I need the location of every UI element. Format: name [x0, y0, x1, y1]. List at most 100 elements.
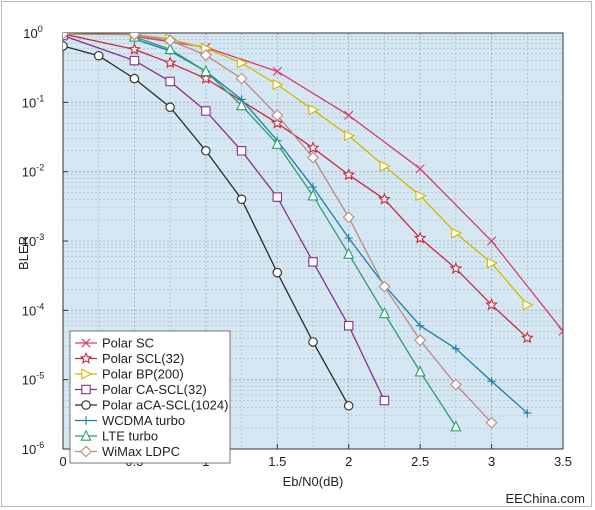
series-lte-turbo	[128, 33, 462, 432]
data-point	[343, 401, 354, 411]
data-point	[378, 307, 391, 319]
series-polar-ca-scl-32-	[63, 33, 390, 406]
data-point	[93, 50, 104, 61]
legend-marker	[80, 445, 92, 458]
legend-label: LTE turbo	[102, 429, 158, 444]
data-point	[307, 189, 319, 201]
legend-label: Polar BP(200)	[102, 367, 184, 382]
x-tick-label: 1.5	[268, 454, 286, 469]
series-line	[134, 36, 457, 428]
data-point	[201, 106, 211, 116]
data-point	[163, 56, 177, 69]
data-point	[63, 33, 69, 40]
data-point	[343, 320, 354, 331]
data-point	[308, 104, 320, 116]
data-point	[165, 102, 175, 112]
data-point	[236, 146, 247, 156]
data-point	[522, 299, 534, 311]
data-point	[415, 321, 425, 330]
data-point	[485, 416, 498, 429]
data-point	[272, 66, 282, 76]
data-point	[342, 211, 355, 224]
legend-marker	[81, 368, 93, 380]
x-tick-label: 0	[59, 454, 66, 469]
y-tick-label: 100	[23, 24, 42, 41]
data-point	[235, 72, 248, 85]
legend-marker	[79, 351, 93, 364]
data-point	[63, 41, 68, 51]
data-point	[414, 365, 426, 377]
data-point	[415, 164, 425, 174]
data-point	[486, 236, 497, 246]
legend-label: Polar SCL(32)	[102, 351, 184, 366]
data-point	[344, 233, 353, 243]
data-point	[449, 261, 463, 274]
x-tick-label: 3.5	[554, 454, 572, 469]
data-point	[343, 247, 355, 259]
data-point	[272, 192, 283, 202]
legend-label: Polar SC	[102, 336, 154, 351]
data-point	[485, 298, 498, 311]
series-line	[63, 33, 528, 339]
data-point	[523, 408, 532, 418]
data-point	[558, 326, 563, 336]
data-point	[379, 395, 390, 406]
data-point	[165, 76, 175, 87]
data-point	[164, 42, 176, 55]
data-point	[378, 280, 391, 293]
grid	[63, 33, 563, 449]
legend-label: Polar aCA-SCL(1024)	[102, 398, 228, 413]
data-point	[236, 57, 249, 69]
y-tick-label: 10-2	[22, 163, 44, 180]
legend-marker	[81, 400, 91, 410]
data-point	[378, 192, 391, 205]
series-wimax-ldpc	[63, 33, 498, 429]
data-point	[308, 337, 318, 347]
data-point	[272, 267, 283, 278]
data-point	[451, 344, 461, 353]
data-point	[344, 110, 354, 120]
data-point	[128, 33, 141, 41]
data-point	[486, 257, 499, 269]
data-point	[128, 42, 141, 55]
data-point	[129, 55, 140, 66]
series-polar-aca-scl-1024-	[63, 41, 354, 411]
y-tick-label: 10-6	[22, 440, 44, 457]
y-tick-label: 10-5	[22, 371, 44, 388]
data-point	[451, 227, 463, 239]
legend-marker	[81, 384, 91, 395]
data-point	[199, 71, 213, 84]
data-point	[235, 99, 248, 111]
data-point	[201, 146, 211, 156]
series-line	[63, 33, 493, 424]
x-tick-label: 2.5	[411, 454, 429, 469]
data-point	[199, 49, 212, 62]
data-point	[342, 168, 356, 181]
data-point	[449, 378, 462, 391]
data-point	[308, 257, 318, 267]
legend-marker	[81, 416, 91, 425]
legend-label: Polar CA-SCL(32)	[102, 382, 207, 397]
y-tick-label: 10-4	[22, 301, 44, 318]
data-point	[379, 160, 391, 172]
data-point	[413, 231, 427, 244]
data-point	[200, 64, 212, 77]
legend-label: WiMax LDPC	[102, 444, 180, 459]
data-point	[271, 137, 283, 149]
data-point	[271, 109, 284, 122]
data-point	[520, 331, 534, 344]
y-axis-label: BLER	[16, 236, 31, 270]
x-tick-label: 2	[345, 454, 352, 469]
watermark: EEChina.com	[505, 491, 585, 506]
data-point	[272, 79, 284, 91]
data-point	[415, 190, 427, 202]
data-point	[164, 34, 177, 47]
data-point	[487, 377, 496, 386]
x-tick-label: 3	[488, 454, 495, 469]
data-point	[450, 420, 462, 432]
data-point	[343, 130, 356, 142]
legend-label: WCDMA turbo	[102, 413, 185, 428]
data-point	[307, 151, 319, 164]
